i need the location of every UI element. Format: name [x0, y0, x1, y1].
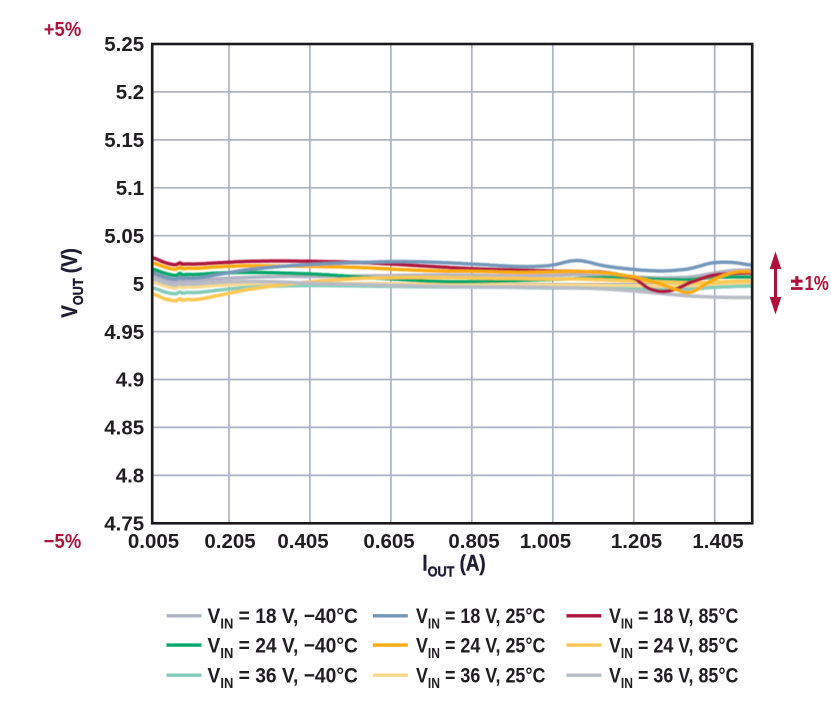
svg-text:VOUT (V): VOUT (V): [59, 248, 87, 317]
svg-text:−5%: −5%: [44, 530, 81, 553]
svg-text:5.05: 5.05: [104, 225, 144, 248]
svg-text:4.75: 4.75: [104, 513, 144, 536]
svg-text:1.205: 1.205: [611, 530, 662, 553]
svg-text:0.805: 0.805: [448, 530, 499, 553]
svg-text:0.405: 0.405: [277, 530, 328, 553]
svg-text:4.9: 4.9: [116, 369, 145, 392]
svg-text:4.95: 4.95: [104, 321, 144, 344]
svg-text:IOUT (A): IOUT (A): [422, 552, 485, 580]
svg-text:0.205: 0.205: [204, 530, 255, 553]
svg-text:5.1: 5.1: [116, 177, 145, 200]
svg-text:VIN = 36 V, −40°C: VIN = 36 V, −40°C: [208, 665, 359, 692]
svg-text:5: 5: [133, 273, 144, 296]
svg-text:VIN = 36 V, 25°C: VIN = 36 V, 25°C: [416, 664, 545, 691]
svg-text:VIN = 24 V, 85°C: VIN = 24 V, 85°C: [609, 634, 738, 661]
svg-text:+5%: +5%: [44, 18, 81, 41]
svg-text:4.8: 4.8: [116, 465, 145, 488]
svg-text:5.25: 5.25: [104, 33, 144, 56]
svg-text:1%: 1%: [805, 271, 830, 294]
svg-text:0.005: 0.005: [128, 530, 179, 553]
svg-text:VIN = 18 V, −40°C: VIN = 18 V, −40°C: [208, 605, 359, 632]
svg-text:4.85: 4.85: [104, 417, 144, 440]
svg-text:1.405: 1.405: [692, 530, 743, 553]
svg-text:5.15: 5.15: [104, 129, 144, 152]
svg-text:VIN = 24 V, 25°C: VIN = 24 V, 25°C: [416, 634, 545, 661]
svg-text:1.005: 1.005: [520, 530, 571, 553]
svg-text:VIN = 24 V, −40°C: VIN = 24 V, −40°C: [208, 634, 359, 661]
svg-text:5.2: 5.2: [116, 81, 145, 104]
svg-text:0.605: 0.605: [363, 530, 414, 553]
